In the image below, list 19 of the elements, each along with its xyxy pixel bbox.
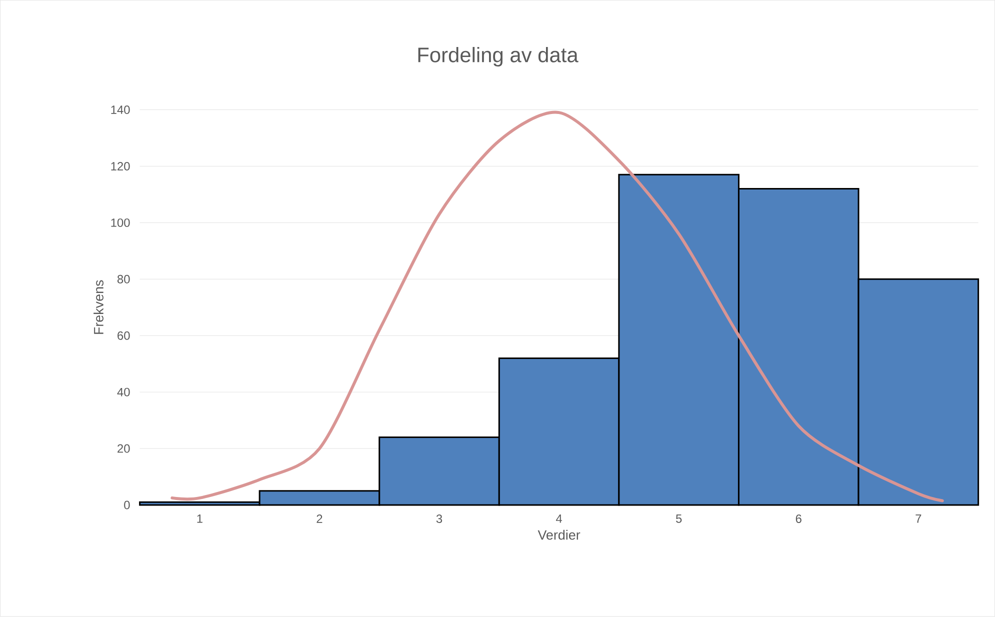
line-series xyxy=(170,110,944,502)
chart-title: Fordeling av data xyxy=(418,47,578,67)
y-tick-label: 140 xyxy=(111,106,130,114)
y-tick-label: 120 xyxy=(111,162,130,171)
y-tick-label: 0 xyxy=(124,500,130,510)
x-tick-label: 4 xyxy=(556,514,562,523)
x-tick-label: 7 xyxy=(916,514,922,523)
x-tick-label: 3 xyxy=(436,514,442,524)
x-axis-title: Verdier xyxy=(538,530,580,540)
y-tick-label: 40 xyxy=(117,388,130,396)
y-tick-label: 100 xyxy=(111,218,130,228)
y-tick-label: 80 xyxy=(117,275,130,284)
x-tick-label: 1 xyxy=(197,514,202,523)
y-axis-title: Frekvens xyxy=(94,280,104,334)
x-tick-label: 2 xyxy=(316,514,322,523)
x-tick-label: 6 xyxy=(796,514,802,524)
y-tick-label: 20 xyxy=(118,444,130,453)
y-tick-label: 60 xyxy=(118,331,130,340)
x-tick-label: 5 xyxy=(676,514,682,523)
